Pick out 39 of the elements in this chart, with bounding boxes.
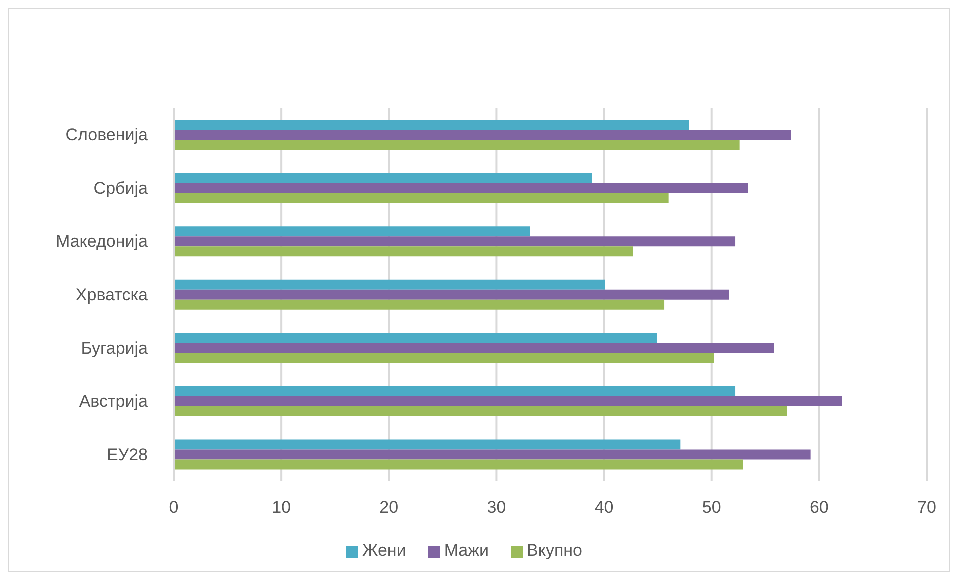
y-tick-label: Македонија — [56, 232, 149, 252]
bar — [174, 333, 657, 344]
bar — [174, 353, 714, 364]
bar — [174, 173, 592, 184]
x-tick-label: 60 — [810, 498, 829, 518]
bar — [174, 226, 530, 237]
bar — [174, 183, 748, 194]
bar — [174, 290, 730, 300]
bar — [174, 343, 774, 354]
bar — [174, 460, 744, 470]
x-tick-label: 40 — [594, 498, 614, 518]
bar — [174, 130, 792, 140]
bar — [174, 386, 736, 396]
legend-label: Жени — [362, 541, 406, 560]
y-tick-label: Србија — [94, 178, 149, 198]
bar — [174, 440, 681, 450]
x-tick-label: 50 — [702, 498, 722, 518]
y-tick-label: Австрија — [79, 392, 149, 412]
x-tick-label: 0 — [169, 498, 179, 518]
bar — [174, 450, 811, 460]
bar — [174, 246, 634, 257]
bar — [174, 280, 606, 290]
x-tick-label: 30 — [487, 498, 506, 518]
bar — [174, 406, 788, 416]
bar — [174, 396, 842, 406]
y-tick-label: ЕУ28 — [106, 445, 148, 464]
bar — [174, 193, 669, 204]
x-tick-label: 70 — [918, 498, 936, 518]
x-tick-label: 10 — [272, 498, 292, 518]
legend-label: Вкупно — [527, 541, 583, 560]
x-tick-label: 20 — [380, 498, 399, 518]
y-tick-label: Словенија — [66, 126, 149, 145]
bar — [174, 120, 690, 130]
legend-label: Мажи — [444, 541, 489, 560]
y-tick-label: Бугарија — [81, 338, 149, 358]
bar — [174, 300, 665, 310]
bar — [174, 236, 736, 247]
y-tick-label: Хрватска — [76, 286, 149, 305]
bar — [174, 140, 740, 150]
